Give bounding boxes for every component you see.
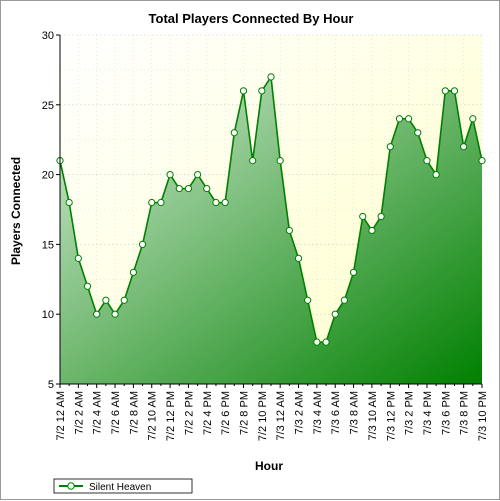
- data-point: [212, 198, 220, 207]
- data-point: [194, 171, 202, 179]
- y-tick-label: 15: [42, 239, 54, 251]
- data-point: [111, 310, 119, 318]
- data-point: [157, 198, 165, 207]
- data-point: [221, 198, 229, 207]
- x-tick-label: 7/3 8 AM: [349, 391, 361, 434]
- legend: Silent Heaven: [53, 478, 193, 494]
- data-point: [423, 157, 431, 165]
- data-point: [74, 254, 82, 262]
- data-point: [148, 198, 156, 207]
- x-tick-label: 7/2 10 PM: [257, 391, 269, 441]
- data-point: [83, 282, 92, 290]
- data-point: [377, 212, 385, 221]
- legend-marker: [67, 482, 75, 490]
- x-tick-label: 7/3 6 PM: [440, 391, 452, 435]
- data-point: [239, 87, 248, 95]
- data-point: [304, 296, 312, 304]
- data-point: [478, 157, 486, 165]
- y-tick-label: 20: [42, 170, 54, 182]
- x-tick-label: 7/3 4 PM: [422, 391, 434, 435]
- data-point: [138, 240, 147, 248]
- x-tick-label: 7/3 8 PM: [459, 391, 471, 435]
- data-point: [102, 296, 110, 304]
- data-point: [184, 184, 193, 193]
- series-area: [60, 76, 482, 384]
- data-point: [450, 87, 459, 95]
- x-tick-label: 7/2 2 AM: [73, 391, 85, 434]
- chart-title: Total Players Connected By Hour: [149, 11, 354, 26]
- x-tick-label: 7/2 12 AM: [55, 391, 67, 441]
- data-point: [203, 184, 211, 193]
- x-tick-label: 7/3 12 AM: [275, 391, 287, 441]
- y-tick-label: 25: [42, 100, 54, 112]
- y-axis-label: Players Connected: [9, 157, 23, 265]
- data-point: [386, 143, 394, 151]
- data-point: [313, 338, 321, 346]
- x-tick-label: 7/2 4 AM: [92, 391, 104, 434]
- x-tick-label: 7/3 10 AM: [367, 391, 379, 441]
- data-point: [331, 310, 339, 318]
- x-axis-label: Hour: [255, 459, 283, 473]
- x-tick-label: 7/2 12 PM: [165, 391, 177, 441]
- data-point: [432, 171, 440, 179]
- x-axis-ticks: 7/2 12 AM 7/2 2 AM 7/2 4 AM 7/2 6 AM 7/2 8 A…: [55, 384, 489, 441]
- data-point: [166, 171, 174, 179]
- data-point: [368, 226, 376, 235]
- y-tick-label: 10: [42, 309, 54, 321]
- data-point: [120, 296, 128, 304]
- data-point: [267, 73, 275, 81]
- data-point: [469, 115, 477, 123]
- x-tick-label: 7/3 12 PM: [385, 391, 397, 441]
- data-point: [414, 129, 422, 137]
- data-point: [230, 129, 238, 137]
- data-point: [249, 157, 257, 165]
- data-point: [276, 157, 284, 165]
- data-point: [93, 310, 101, 318]
- x-tick-label: 7/2 10 AM: [147, 391, 159, 441]
- legend-label: Silent Heaven: [89, 482, 151, 493]
- x-tick-label: 7/3 2 AM: [294, 391, 306, 434]
- data-point: [405, 115, 413, 123]
- data-point: [395, 115, 404, 123]
- data-point: [129, 268, 137, 276]
- data-point: [349, 268, 358, 276]
- y-axis-ticks: 5 10 15 20 25 30: [42, 30, 60, 391]
- x-tick-label: 7/2 4 PM: [202, 391, 214, 435]
- x-tick-label: 7/2 8 PM: [238, 391, 250, 435]
- x-tick-label: 7/3 10 PM: [477, 391, 489, 441]
- data-point: [460, 143, 468, 151]
- data-point: [359, 212, 367, 221]
- data-point: [441, 87, 449, 95]
- data-point: [340, 296, 348, 304]
- data-point: [65, 198, 73, 207]
- x-tick-label: 7/2 2 PM: [183, 391, 195, 435]
- data-point: [322, 338, 330, 346]
- legend-box: [53, 478, 193, 494]
- x-tick-label: 7/3 2 PM: [404, 391, 416, 435]
- x-tick-label: 7/3 4 AM: [312, 391, 324, 434]
- y-tick-label: 5: [48, 379, 54, 391]
- data-point: [285, 226, 293, 235]
- data-point: [175, 184, 183, 193]
- x-tick-label: 7/3 6 AM: [330, 391, 342, 434]
- x-tick-label: 7/2 6 PM: [220, 391, 232, 435]
- data-point: [258, 87, 266, 95]
- x-tick-label: 7/2 8 AM: [128, 391, 140, 434]
- y-tick-label: 30: [42, 30, 54, 42]
- data-point: [294, 254, 303, 262]
- data-points: [56, 73, 486, 346]
- x-tick-label: 7/2 6 AM: [110, 391, 122, 434]
